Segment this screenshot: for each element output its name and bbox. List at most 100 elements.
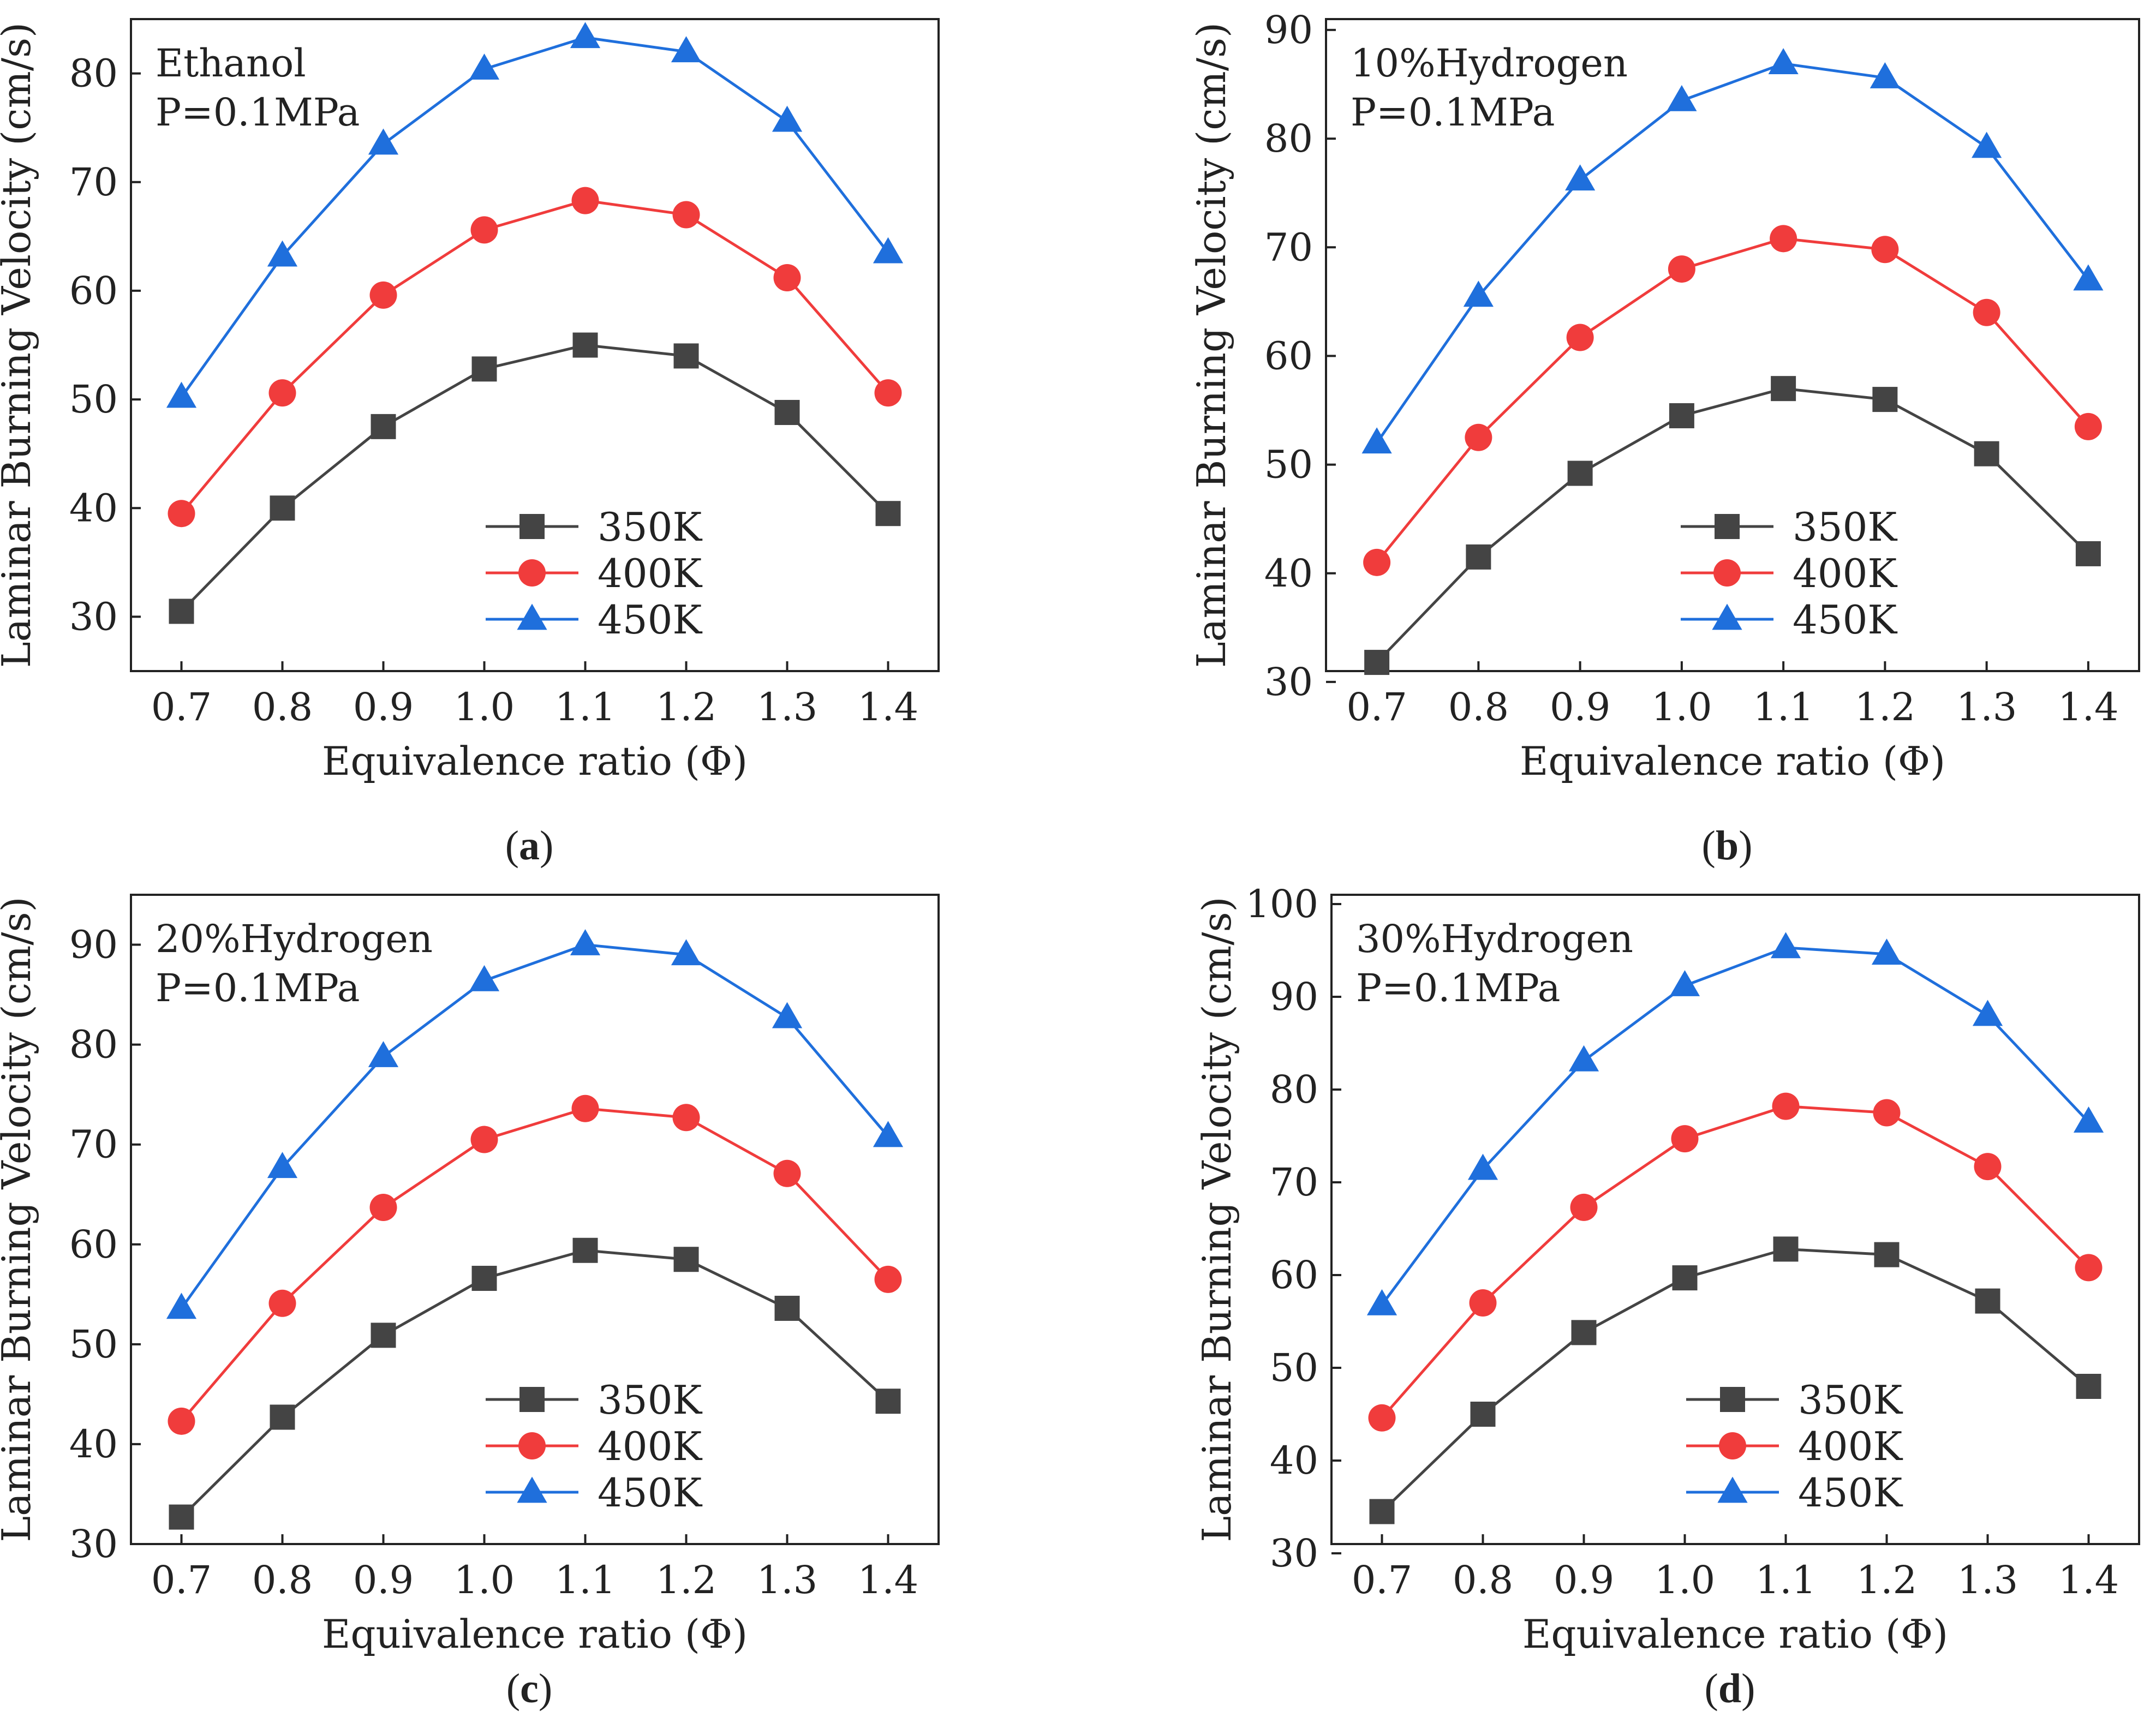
data-point-450k	[1768, 48, 1799, 74]
data-point-450k	[671, 939, 702, 966]
caption-close-paren: )	[540, 823, 553, 869]
series-line-350k	[1381, 1247, 2090, 1513]
data-point-350k	[673, 1247, 699, 1272]
data-point-350k	[1872, 387, 1898, 412]
data-point-400k	[1570, 1193, 1598, 1221]
data-point-350k	[1975, 1288, 2000, 1314]
caption-letter: c	[520, 1666, 539, 1712]
annotation-line: P=0.1MPa	[1356, 966, 1560, 1010]
legend-label: 450K	[1793, 597, 1897, 643]
legend-item-450k: 450K	[486, 1470, 702, 1516]
data-point-350k	[1669, 403, 1694, 428]
y-tick-label: 70	[69, 160, 118, 205]
data-point-350k	[572, 332, 598, 358]
plot-frame	[1325, 18, 2140, 672]
legend-marker-350k	[1715, 514, 1740, 539]
x-tick-label: 0.8	[1448, 685, 1509, 729]
data-point-400k	[571, 1094, 599, 1122]
y-tick-label: 40	[69, 486, 118, 530]
series-line-400k	[180, 1107, 889, 1422]
data-point-450k	[1972, 1000, 2003, 1026]
data-point-400k	[369, 281, 397, 309]
annotation-line: 30%Hydrogen	[1356, 917, 1633, 961]
data-point-450k	[1669, 970, 1700, 996]
y-tick-label: 60	[69, 1222, 118, 1267]
panel-a: 30 40 50 60 70 80 0.7 0.8 0.9 1.0 1.1 1.2 1.3 1.4 Equi…	[0, 18, 940, 869]
data-point-350k	[774, 399, 800, 425]
series-350k	[1364, 376, 2101, 675]
x-tick-label: 1.4	[2058, 685, 2118, 729]
series-450k	[166, 22, 904, 408]
data-point-450k	[772, 1002, 803, 1028]
data-point-400k	[672, 1104, 700, 1132]
x-tick-label: 1.4	[858, 685, 918, 729]
data-point-400k	[1873, 1099, 1901, 1127]
data-point-350k	[1771, 376, 1796, 402]
panel-d: 30 40 50 60 70 80 90 100 0.7 0.8 0.9 1.0 1.1 1.2 1.3 1.…	[1194, 882, 2140, 1712]
annotation-line: 20%Hydrogen	[156, 917, 433, 961]
x-tick-label: 1.3	[757, 685, 817, 729]
y-tick-label: 60	[1264, 333, 1313, 378]
panel-b: 30 40 50 60 70 80 90 0.7 0.8 0.9 1.0 1.1 1.2 1.3 1.4 Eq…	[1189, 8, 2140, 869]
series-line-450k	[1376, 62, 2089, 444]
data-point-350k	[875, 1389, 901, 1414]
data-point-350k	[1470, 1402, 1496, 1427]
data-point-450k	[267, 240, 298, 267]
y-tick-label: 30	[1264, 660, 1313, 704]
data-point-350k	[2076, 1374, 2101, 1399]
legend-label: 400K	[1793, 551, 1897, 596]
x-tick-label: 1.2	[656, 685, 716, 729]
data-point-350k	[371, 414, 396, 439]
data-point-450k	[1467, 1153, 1498, 1180]
data-point-350k	[270, 1404, 295, 1430]
legend-label: 450K	[598, 1470, 702, 1516]
legend-item-350k: 350K	[486, 1377, 702, 1423]
y-tick-label: 30	[1270, 1531, 1318, 1576]
caption-letter: b	[1716, 823, 1739, 869]
data-point-400k	[773, 1159, 801, 1187]
caption-open-paren: (	[505, 823, 519, 869]
data-point-400k	[268, 1289, 296, 1317]
y-tick-label: 50	[69, 377, 118, 422]
data-point-450k	[873, 237, 904, 264]
series-400k	[1368, 1092, 2103, 1432]
y-tick-label: 30	[69, 1522, 118, 1566]
x-tick-label: 1.2	[656, 1558, 716, 1602]
data-point-450k	[570, 22, 601, 49]
x-tick-label: 0.8	[252, 685, 313, 729]
series-450k	[1361, 48, 2104, 454]
data-point-450k	[1871, 938, 1902, 965]
data-point-350k	[270, 495, 295, 521]
y-tick-label: 50	[69, 1322, 118, 1367]
legend-marker-400k	[1719, 1432, 1746, 1459]
x-tick-label: 1.1	[555, 685, 616, 729]
data-point-350k	[1567, 460, 1593, 486]
y-axis-title: Laminar Burning Velocity (cm/s)	[1189, 22, 1234, 668]
caption-open-paren: (	[1705, 1666, 1718, 1712]
panel-caption: (c)	[506, 1666, 552, 1712]
series-line-400k	[1376, 237, 2089, 564]
data-point-350k	[1874, 1242, 1900, 1267]
legend-marker-400k	[518, 559, 546, 587]
y-tick-label: 40	[1264, 551, 1313, 596]
series-line-400k	[180, 199, 889, 514]
series-400k	[168, 1094, 902, 1435]
data-point-400k	[773, 264, 801, 292]
data-point-400k	[470, 216, 498, 244]
series-450k	[166, 929, 904, 1319]
x-tick-label: 0.7	[151, 685, 212, 729]
series-line-350k	[1376, 387, 2089, 663]
data-point-350k	[371, 1323, 396, 1348]
legend-marker-400k	[1713, 559, 1741, 587]
series-line-350k	[180, 1249, 889, 1518]
legend-label: 350K	[1793, 504, 1897, 550]
data-point-350k	[875, 501, 901, 527]
caption-letter: a	[519, 823, 540, 869]
data-point-400k	[470, 1126, 498, 1153]
x-axis-title: Equivalence ratio (Φ)	[1520, 738, 1945, 784]
legend-label: 350K	[1798, 1377, 1903, 1423]
